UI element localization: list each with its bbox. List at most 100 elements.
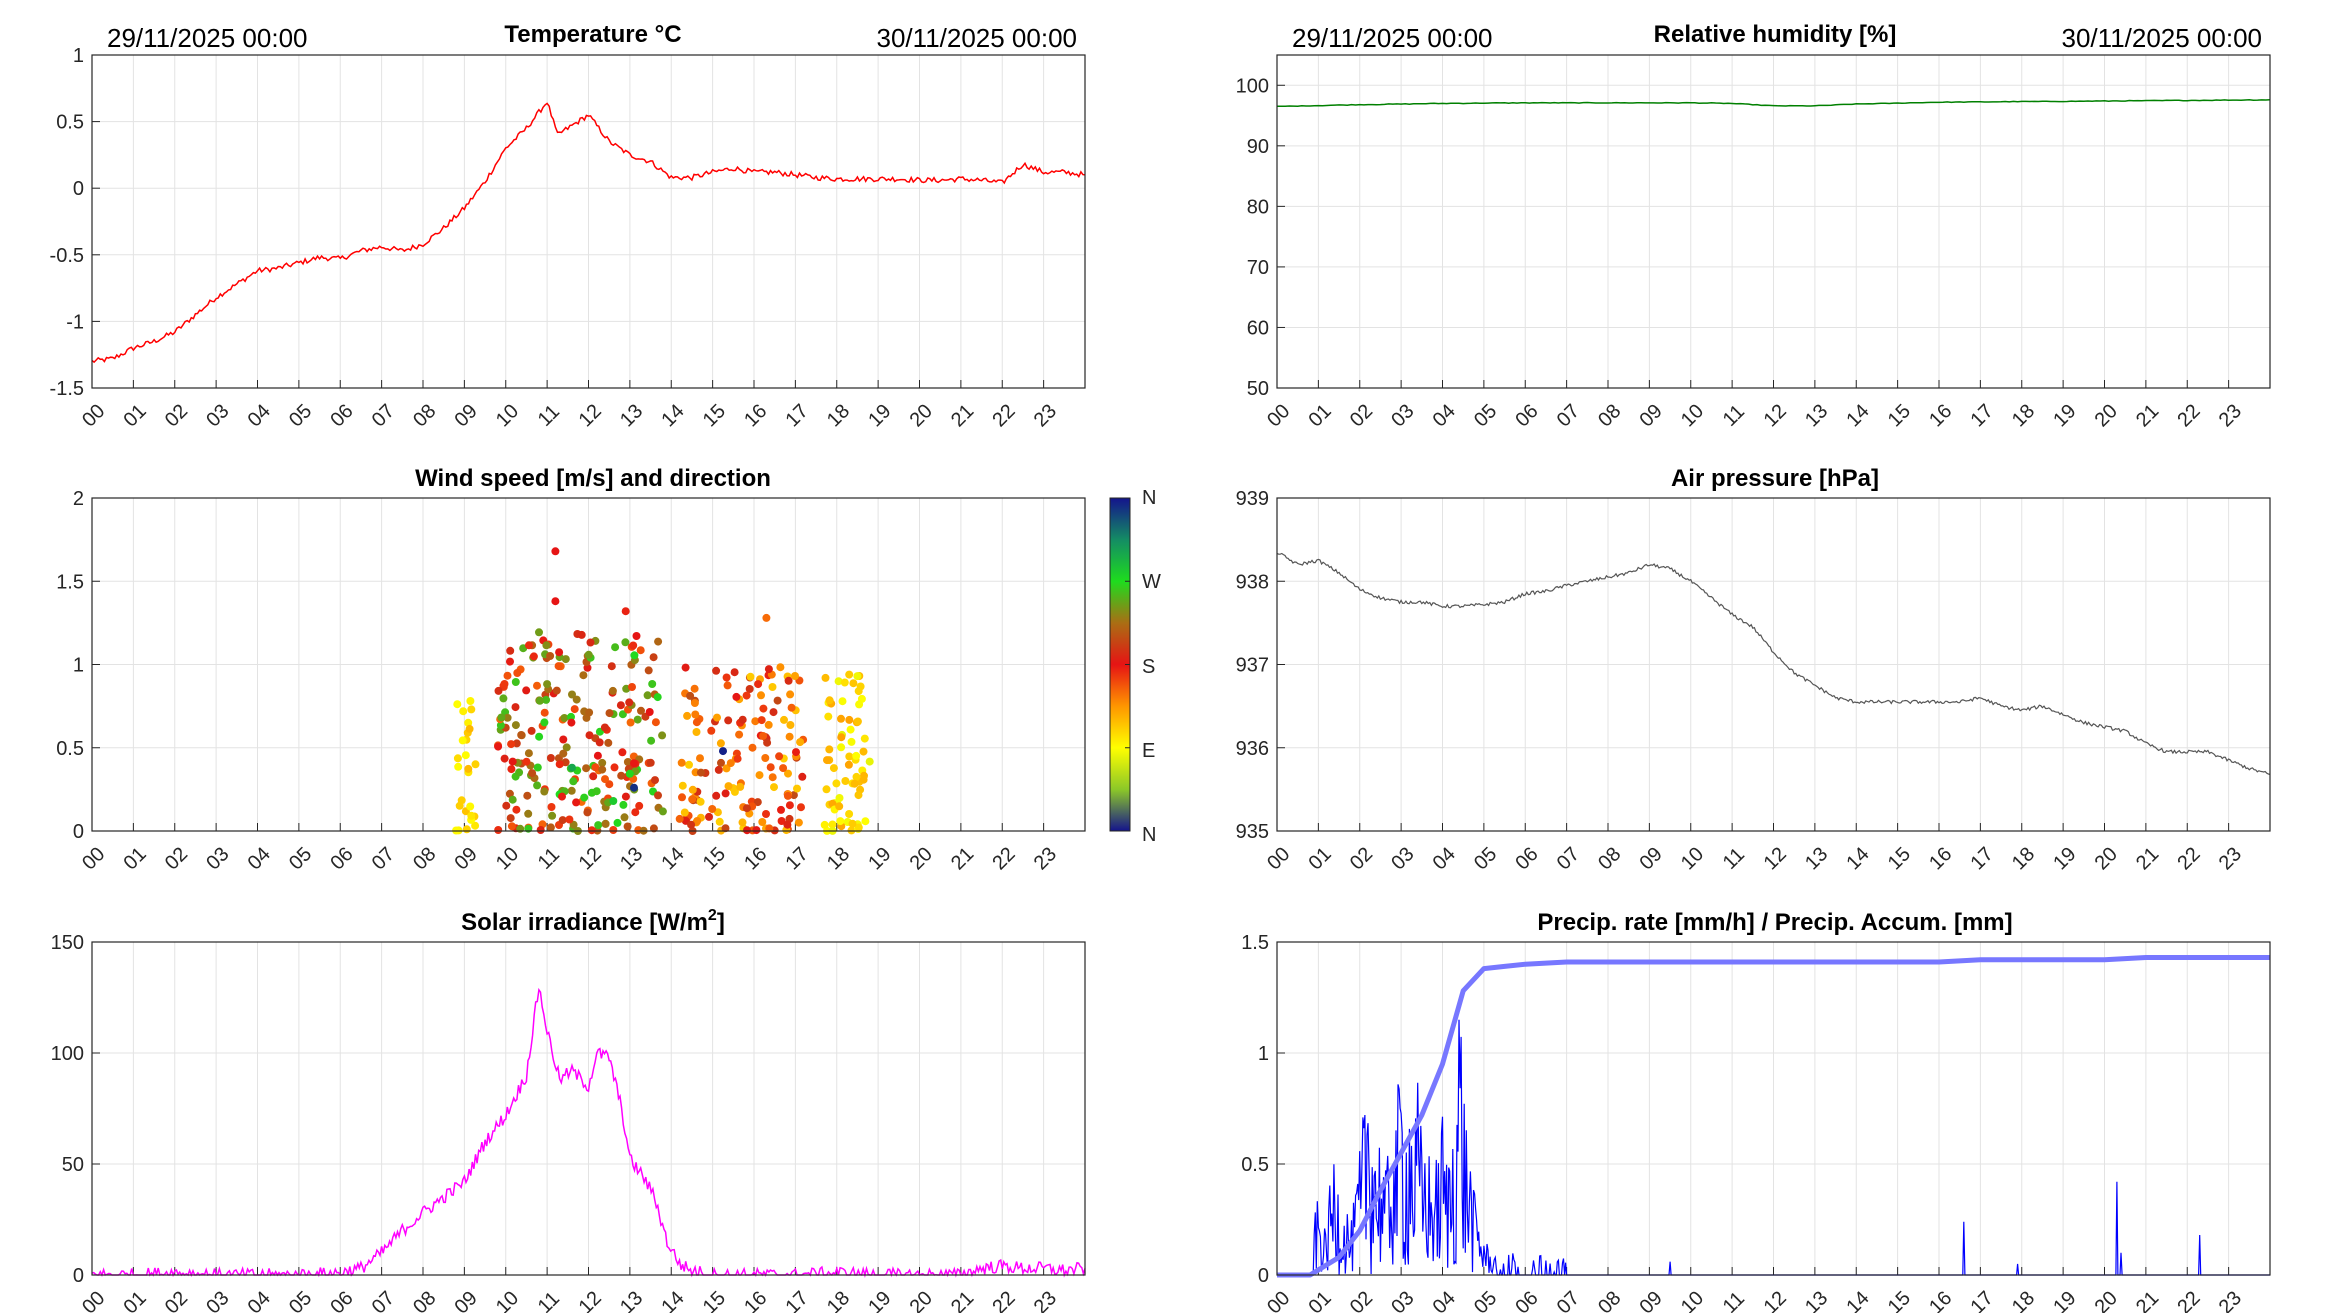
wind-point <box>494 742 503 751</box>
wind-point <box>776 663 785 672</box>
wind-point <box>540 787 549 796</box>
wind-point <box>558 816 567 825</box>
wind-point <box>825 696 834 705</box>
wind-point <box>797 803 805 812</box>
wind-point <box>735 730 744 739</box>
wind-point <box>796 738 805 747</box>
colorbar-label-w: W <box>1142 571 1161 593</box>
wind-point <box>633 715 642 724</box>
wind-point <box>823 756 831 765</box>
wind-point <box>784 769 792 778</box>
wind-point <box>838 697 847 706</box>
wind-point <box>522 757 531 766</box>
wind-point <box>511 703 520 712</box>
wind-point <box>536 826 545 834</box>
wind-point <box>598 765 607 774</box>
wind-point <box>546 754 555 762</box>
wind-point <box>678 793 686 802</box>
wind-point <box>611 643 620 652</box>
wind-point <box>568 763 576 772</box>
wind-point <box>592 787 601 796</box>
wind-point <box>733 754 742 763</box>
wind-point <box>654 791 662 800</box>
wind-point <box>496 721 505 730</box>
wind-point <box>780 715 788 724</box>
wind-point <box>646 758 655 767</box>
wind-point <box>601 775 609 784</box>
start-date: 29/11/2025 00:00 <box>107 23 307 53</box>
wind-point <box>464 764 473 773</box>
wind-point <box>648 680 657 688</box>
wind-point <box>798 772 807 781</box>
colorbar-label-s: S <box>1142 656 1155 678</box>
wind-point <box>552 686 561 695</box>
wind-point <box>533 681 541 690</box>
wind-point <box>621 638 630 647</box>
wind-point <box>777 805 785 814</box>
solar-ytick-2: 100 <box>51 1043 84 1065</box>
wind-point <box>855 700 864 709</box>
wind-point <box>535 696 544 705</box>
humidity-ytick-5: 100 <box>1236 75 1269 97</box>
wind-point <box>759 732 768 740</box>
wind-point <box>746 672 755 681</box>
wind-point <box>755 771 764 780</box>
wind-point <box>508 795 517 804</box>
pressure-axes-box <box>1276 497 2271 832</box>
wind-point <box>635 801 644 810</box>
wind-point <box>457 796 466 805</box>
wind-point <box>628 683 636 691</box>
wind-point <box>763 738 772 747</box>
wind-point <box>792 748 800 757</box>
wind-ytick-2: 1 <box>73 655 84 677</box>
wind-point <box>849 679 858 688</box>
wind-point <box>690 699 699 707</box>
wind-point <box>658 807 667 816</box>
wind-point <box>692 718 701 727</box>
wind-point <box>761 754 770 762</box>
wind-point <box>471 760 480 769</box>
wind-point <box>632 632 641 640</box>
wind-point <box>567 712 575 721</box>
wind-point <box>724 716 733 725</box>
wind-point <box>513 669 522 677</box>
wind-point <box>555 760 564 769</box>
wind-point <box>459 707 468 716</box>
precip-accum-line <box>1277 955 2270 1278</box>
wind-point <box>643 691 652 700</box>
wind-point <box>494 826 503 834</box>
wind-point <box>762 613 771 622</box>
wind-point <box>535 732 544 741</box>
humidity-ytick-4: 90 <box>1247 136 1269 158</box>
wind-point <box>751 717 760 726</box>
wind-ytick-1: 0.5 <box>56 738 84 760</box>
wind-point <box>845 715 854 724</box>
wind-point <box>512 805 521 814</box>
temperature-series-line <box>91 102 1086 364</box>
colorbar-label-e: E <box>1142 740 1155 762</box>
wind-point <box>598 758 607 767</box>
wind-point <box>820 820 829 829</box>
wind-point <box>821 673 830 682</box>
wind-point <box>529 652 538 661</box>
wind-point <box>738 818 747 827</box>
wind-ytick-3: 1.5 <box>56 571 84 593</box>
wind-point <box>525 641 533 650</box>
precip-title: Precip. rate [mm/h] / Precip. Accum. [mm… <box>1537 909 2012 936</box>
wind-point <box>846 725 855 734</box>
wind-ytick-4: 2 <box>73 488 84 510</box>
pressure-ytick-2: 937 <box>1236 655 1269 677</box>
wind-point <box>466 802 475 811</box>
wind-point <box>854 687 863 696</box>
wind-point <box>832 779 841 788</box>
wind-point <box>764 720 773 729</box>
temperature-ytick-5: 1 <box>73 45 84 67</box>
wind-point <box>584 650 593 659</box>
wind-point <box>621 607 630 616</box>
wind-point <box>696 797 705 806</box>
wind-point <box>787 703 796 712</box>
wind-point <box>837 733 846 742</box>
end-date-2: 30/11/2025 00:00 <box>2062 23 2262 53</box>
